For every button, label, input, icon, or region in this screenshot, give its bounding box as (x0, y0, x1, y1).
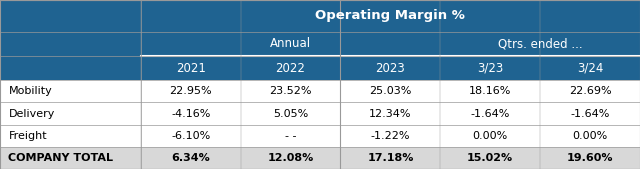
Text: COMPANY TOTAL: COMPANY TOTAL (8, 153, 113, 163)
Text: 22.95%: 22.95% (170, 86, 212, 96)
Text: 17.18%: 17.18% (367, 153, 413, 163)
Bar (0, 80, 640, 102)
Text: Mobility: Mobility (8, 86, 52, 96)
Text: Freight: Freight (8, 131, 47, 141)
Text: -1.22%: -1.22% (371, 131, 410, 141)
Bar (0, 0, 640, 31)
Text: 2023: 2023 (376, 62, 405, 75)
Text: -6.10%: -6.10% (171, 131, 211, 141)
Text: 25.03%: 25.03% (369, 86, 412, 96)
Text: 3/24: 3/24 (577, 62, 604, 75)
Bar (0, 125, 640, 147)
Bar (0, 102, 640, 125)
Bar (0, 56, 640, 80)
Text: -4.16%: -4.16% (171, 108, 211, 118)
Bar (0, 147, 640, 169)
Text: 18.16%: 18.16% (469, 86, 511, 96)
Text: 2021: 2021 (176, 62, 205, 75)
Text: Annual: Annual (270, 37, 311, 50)
Text: 22.69%: 22.69% (569, 86, 611, 96)
Text: 2022: 2022 (276, 62, 305, 75)
Text: 23.52%: 23.52% (269, 86, 312, 96)
Text: -1.64%: -1.64% (570, 108, 610, 118)
Text: Delivery: Delivery (8, 108, 55, 118)
Text: 15.02%: 15.02% (467, 153, 513, 163)
Text: 3/23: 3/23 (477, 62, 504, 75)
Text: Operating Margin %: Operating Margin % (316, 9, 465, 22)
Text: 0.00%: 0.00% (472, 131, 508, 141)
Text: 19.60%: 19.60% (567, 153, 613, 163)
Text: 0.00%: 0.00% (572, 131, 608, 141)
Text: -1.64%: -1.64% (470, 108, 510, 118)
Text: 6.34%: 6.34% (172, 153, 210, 163)
Text: Qtrs. ended ...: Qtrs. ended ... (498, 37, 582, 50)
Text: 5.05%: 5.05% (273, 108, 308, 118)
Text: 12.08%: 12.08% (268, 153, 314, 163)
Text: - -: - - (285, 131, 296, 141)
Bar (0, 31, 640, 56)
Text: 12.34%: 12.34% (369, 108, 412, 118)
